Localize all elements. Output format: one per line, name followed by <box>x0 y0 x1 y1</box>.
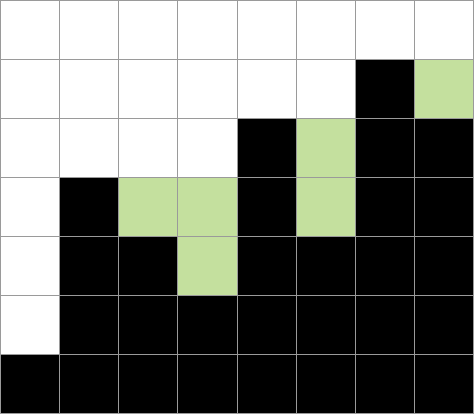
grid-cell-r4-c0-empty[interactable] <box>1 237 61 296</box>
grid-cell-r2-c4-filled[interactable] <box>237 119 297 178</box>
grid-cell-r6-c1-filled[interactable] <box>60 355 120 414</box>
grid-cell-r0-c5-empty[interactable] <box>296 1 356 60</box>
grid-cell-r5-c7-filled[interactable] <box>414 296 474 355</box>
grid-cell-r4-c4-filled[interactable] <box>237 237 297 296</box>
grid-cell-r6-c2-filled[interactable] <box>119 355 179 414</box>
grid-cell-r5-c6-filled[interactable] <box>355 296 415 355</box>
grid-cell-r6-c7-filled[interactable] <box>414 355 474 414</box>
grid-cell-r1-c6-filled[interactable] <box>355 60 415 119</box>
grid-cell-r2-c0-empty[interactable] <box>1 119 61 178</box>
grid-cell-r0-c7-empty[interactable] <box>414 1 474 60</box>
grid-cell-r3-c5-water[interactable] <box>296 178 356 237</box>
grid-cell-r3-c7-filled[interactable] <box>414 178 474 237</box>
grid-cell-r3-c0-empty[interactable] <box>1 178 61 237</box>
grid-cell-r4-c5-filled[interactable] <box>296 237 356 296</box>
grid-cell-r1-c7-water[interactable] <box>414 60 474 119</box>
grid-cell-r3-c3-water[interactable] <box>178 178 238 237</box>
grid-cell-r3-c6-filled[interactable] <box>355 178 415 237</box>
grid-cell-r6-c3-filled[interactable] <box>178 355 238 414</box>
grid-cell-r1-c4-empty[interactable] <box>237 60 297 119</box>
grid-cell-r1-c5-empty[interactable] <box>296 60 356 119</box>
grid-cell-r6-c6-filled[interactable] <box>355 355 415 414</box>
grid-cell-r4-c2-filled[interactable] <box>119 237 179 296</box>
grid-cell-r5-c3-filled[interactable] <box>178 296 238 355</box>
grid-cell-r1-c3-empty[interactable] <box>178 60 238 119</box>
grid-cell-r5-c2-filled[interactable] <box>119 296 179 355</box>
grid-cell-r1-c2-empty[interactable] <box>119 60 179 119</box>
grid-cell-r4-c3-water[interactable] <box>178 237 238 296</box>
grid-cell-r3-c4-filled[interactable] <box>237 178 297 237</box>
grid-cell-r1-c1-empty[interactable] <box>60 60 120 119</box>
grid-cell-r5-c5-filled[interactable] <box>296 296 356 355</box>
grid-cell-r2-c5-water[interactable] <box>296 119 356 178</box>
grid-cell-r0-c2-empty[interactable] <box>119 1 179 60</box>
grid-cell-r0-c3-empty[interactable] <box>178 1 238 60</box>
grid-cell-r2-c3-empty[interactable] <box>178 119 238 178</box>
grid-cell-r2-c2-empty[interactable] <box>119 119 179 178</box>
grid-cell-r4-c1-filled[interactable] <box>60 237 120 296</box>
grid-cell-r5-c1-filled[interactable] <box>60 296 120 355</box>
grid-cell-r1-c0-empty[interactable] <box>1 60 61 119</box>
grid-cell-r0-c1-empty[interactable] <box>60 1 120 60</box>
grid-cell-r4-c7-filled[interactable] <box>414 237 474 296</box>
grid-cell-r5-c4-filled[interactable] <box>237 296 297 355</box>
grid-cell-r2-c1-empty[interactable] <box>60 119 120 178</box>
grid-cell-r5-c0-empty[interactable] <box>1 296 61 355</box>
grid-cell-r6-c5-filled[interactable] <box>296 355 356 414</box>
grid-cell-r6-c0-filled[interactable] <box>1 355 61 414</box>
grid-cell-r0-c4-empty[interactable] <box>237 1 297 60</box>
grid-cell-r3-c1-filled[interactable] <box>60 178 120 237</box>
grid-cell-r2-c7-filled[interactable] <box>414 119 474 178</box>
grid-cell-r2-c6-filled[interactable] <box>355 119 415 178</box>
grid-cell-r6-c4-filled[interactable] <box>237 355 297 414</box>
grid-cell-r0-c0-empty[interactable] <box>1 1 61 60</box>
grid-cell-r4-c6-filled[interactable] <box>355 237 415 296</box>
grid-cell-r3-c2-water[interactable] <box>119 178 179 237</box>
grid-cell-r0-c6-empty[interactable] <box>355 1 415 60</box>
